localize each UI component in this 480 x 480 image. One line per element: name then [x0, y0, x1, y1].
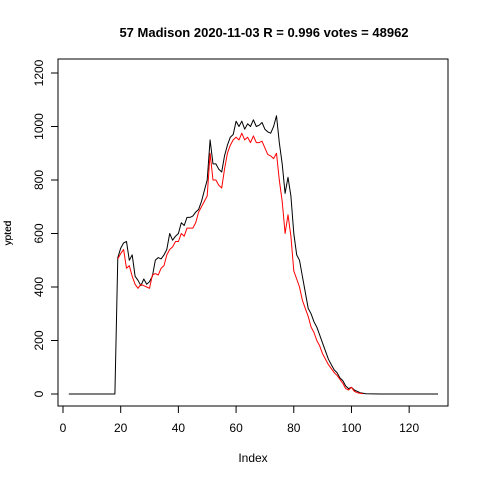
x-tick-label: 0	[60, 421, 67, 435]
y-tick-label: 1200	[32, 59, 46, 86]
chart-title: 57 Madison 2020-11-03 R = 0.996 votes = …	[119, 25, 408, 40]
y-axis-label-ypred: ypred	[3, 220, 14, 245]
series-layer	[68, 115, 438, 395]
x-tick-label: 100	[341, 421, 361, 435]
x-tick-label: 20	[114, 421, 128, 435]
x-tick-label: 60	[229, 421, 243, 435]
x-tick-label: 40	[172, 421, 186, 435]
y-tick-label: 1000	[32, 113, 46, 140]
y-tick-label: 200	[32, 330, 46, 350]
y-tick-label: 400	[32, 277, 46, 297]
series-line-voted	[68, 115, 438, 395]
plot-frame	[57, 58, 449, 407]
x-axis-label: Index	[238, 451, 267, 465]
y-axis-label: voted ypred	[3, 220, 14, 245]
y-tick-label: 800	[32, 170, 46, 190]
series-line-ypred	[117, 132, 364, 395]
y-tick-label: 600	[32, 223, 46, 243]
y-tick-label: 0	[32, 390, 46, 397]
y-axis-label-voted: voted	[3, 221, 14, 245]
y-axis: 0 200 400 600 800 1000 1200	[32, 59, 59, 397]
x-axis: 0 20 40 60 80 100 120	[60, 405, 419, 435]
x-tick-label: 80	[287, 421, 301, 435]
x-tick-label: 120	[399, 421, 419, 435]
